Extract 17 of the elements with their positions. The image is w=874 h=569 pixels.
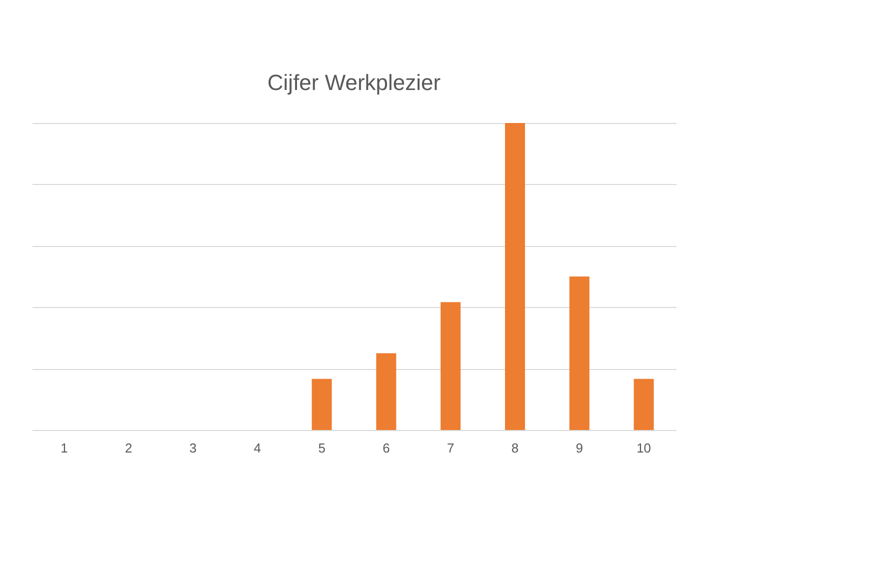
- x-tick-label: 7: [446, 440, 454, 456]
- chart-title: Cijfer Werkplezier: [267, 70, 441, 95]
- bar: [505, 123, 525, 430]
- bar: [440, 302, 461, 430]
- x-tick-label: 9: [576, 440, 584, 456]
- bar: [569, 276, 590, 430]
- bar: [376, 353, 396, 430]
- x-tick-label: 4: [254, 440, 262, 456]
- x-tick-label: 3: [189, 440, 197, 456]
- bar: [634, 378, 654, 430]
- x-tick-label: 2: [124, 440, 132, 456]
- x-tick-label: 10: [636, 440, 652, 456]
- x-tick-label: 1: [60, 440, 68, 456]
- x-tick-label: 8: [511, 440, 519, 456]
- x-tick-label: 6: [382, 440, 390, 456]
- bar: [312, 378, 332, 430]
- x-tick-label: 5: [318, 440, 326, 456]
